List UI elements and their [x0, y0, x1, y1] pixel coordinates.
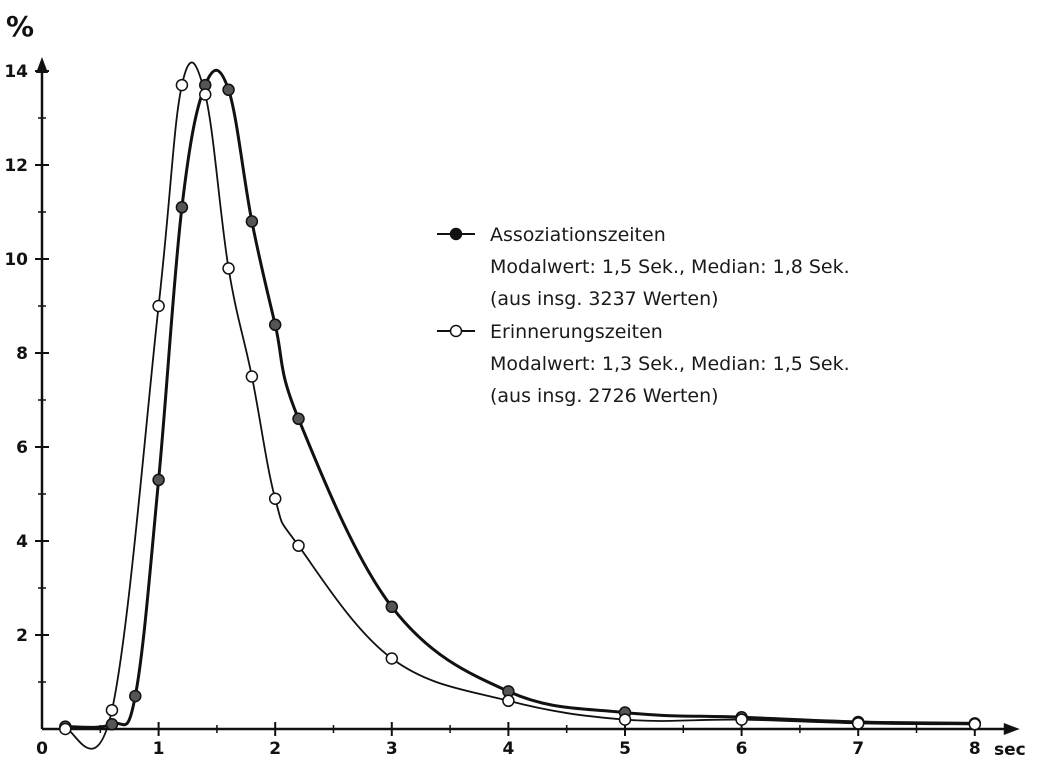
data-point-erinnerungszeiten [385, 652, 399, 665]
series-layer [59, 61, 982, 750]
series-erinnerungszeiten [64, 61, 975, 750]
x-tick-label-6: 6 [736, 739, 748, 759]
data-point-assoziationszeiten [152, 473, 165, 487]
x-tick-label-1: 1 [153, 739, 165, 759]
data-point-erinnerungszeiten [968, 718, 982, 731]
x-axis-arrow [1003, 723, 1020, 735]
x-tick-label-2: 2 [269, 739, 281, 759]
data-point-assoziationszeiten [105, 718, 119, 731]
data-point-erinnerungszeiten [105, 703, 119, 717]
x-unit-label: sec [994, 740, 1026, 760]
legend-label-assoziationszeiten: Assoziationszeiten [490, 224, 666, 246]
data-point-assoziationszeiten [129, 689, 142, 703]
data-point-erinnerungszeiten [268, 492, 282, 505]
y-axis-arrow [36, 57, 48, 73]
data-point-erinnerungszeiten [502, 694, 515, 708]
legend-item-erinnerungszeiten: Erinnerungszeiten Modalwert: 1,3 Sek., M… [437, 321, 850, 407]
legend-detail-assoziationszeiten-2: (aus insg. 3237 Werten) [490, 288, 719, 310]
x-tick-label-3: 3 [386, 739, 398, 759]
x-tick-label-5: 5 [619, 739, 631, 759]
data-point-erinnerungszeiten [245, 370, 259, 383]
data-point-erinnerungszeiten [152, 299, 165, 313]
data-point-erinnerungszeiten [292, 539, 305, 552]
legend: Assoziationszeiten Modalwert: 1,5 Sek., … [437, 224, 850, 407]
y-tick-label-8: 8 [16, 344, 28, 364]
y-tick-label-10: 10 [4, 250, 28, 270]
series-assoziationszeiten [65, 68, 975, 729]
data-point-erinnerungszeiten [198, 88, 212, 101]
x-tick-label-8: 8 [969, 739, 981, 759]
y-tick-label-14: 14 [4, 62, 28, 82]
data-point-erinnerungszeiten [618, 713, 632, 726]
data-point-assoziationszeiten [292, 412, 305, 426]
x-tick-label-7: 7 [852, 739, 864, 759]
legend-detail-assoziationszeiten-1: Modalwert: 1,5 Sek., Median: 1,8 Sek. [490, 256, 850, 278]
data-point-erinnerungszeiten [175, 78, 189, 92]
legend-detail-erinnerungszeiten-1: Modalwert: 1,3 Sek., Median: 1,5 Sek. [490, 353, 850, 375]
data-point-erinnerungszeiten [59, 722, 72, 736]
y-tick-label-6: 6 [16, 438, 28, 458]
data-point-assoziationszeiten [268, 318, 282, 332]
y-tick-label-2: 2 [16, 626, 28, 646]
data-point-erinnerungszeiten [851, 717, 865, 730]
data-point-assoziationszeiten [385, 600, 399, 614]
data-point-erinnerungszeiten [222, 262, 235, 275]
data-point-assoziationszeiten [175, 201, 189, 214]
legend-label-erinnerungszeiten: Erinnerungszeiten [490, 321, 663, 343]
legend-marker-assoziationszeiten [449, 227, 463, 241]
series-line-erinnerungszeiten [64, 61, 975, 750]
y-unit-label: % [6, 10, 34, 43]
x-tick-label-0: 0 [36, 739, 48, 759]
data-point-assoziationszeiten [245, 215, 259, 228]
x-tick-label-4: 4 [502, 739, 514, 759]
y-tick-label-12: 12 [4, 156, 28, 176]
legend-detail-erinnerungszeiten-2: (aus insg. 2726 Werten) [490, 385, 719, 407]
series-line-assoziationszeiten [65, 68, 975, 729]
data-point-assoziationszeiten [222, 83, 235, 97]
data-point-erinnerungszeiten [735, 713, 748, 726]
legend-marker-erinnerungszeiten [449, 324, 463, 338]
series-points-erinnerungszeiten [59, 78, 982, 736]
y-tick-label-4: 4 [16, 532, 28, 552]
legend-item-assoziationszeiten: Assoziationszeiten Modalwert: 1,5 Sek., … [437, 224, 850, 310]
